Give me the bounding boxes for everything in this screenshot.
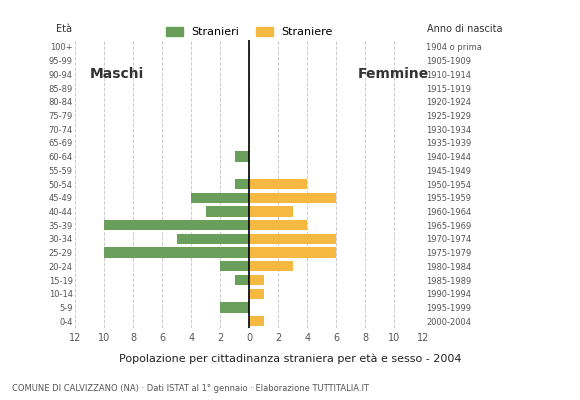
Text: Popolazione per cittadinanza straniera per età e sesso - 2004: Popolazione per cittadinanza straniera p… bbox=[119, 354, 461, 364]
Bar bbox=[235, 275, 249, 285]
Bar bbox=[249, 179, 307, 189]
Text: COMUNE DI CALVIZZANO (NA) · Dati ISTAT al 1° gennaio · Elaborazione TUTTITALIA.I: COMUNE DI CALVIZZANO (NA) · Dati ISTAT a… bbox=[12, 384, 369, 393]
Bar bbox=[104, 220, 249, 230]
Bar bbox=[249, 248, 336, 258]
Legend: Stranieri, Straniere: Stranieri, Straniere bbox=[161, 22, 338, 42]
Bar bbox=[206, 206, 249, 216]
Bar bbox=[177, 234, 249, 244]
Bar bbox=[249, 234, 336, 244]
Bar bbox=[220, 302, 249, 312]
Bar bbox=[104, 248, 249, 258]
Bar bbox=[249, 288, 264, 299]
Bar bbox=[249, 261, 293, 272]
Bar bbox=[249, 316, 264, 326]
Text: Maschi: Maschi bbox=[90, 67, 144, 81]
Bar bbox=[191, 192, 249, 203]
Bar bbox=[249, 275, 264, 285]
Text: Femmine: Femmine bbox=[358, 67, 429, 81]
Bar bbox=[249, 206, 293, 216]
Text: Anno di nascita: Anno di nascita bbox=[427, 24, 502, 34]
Bar bbox=[235, 179, 249, 189]
Bar bbox=[249, 192, 336, 203]
Bar bbox=[235, 152, 249, 162]
Bar bbox=[220, 261, 249, 272]
Text: Età: Età bbox=[56, 24, 72, 34]
Bar bbox=[249, 220, 307, 230]
